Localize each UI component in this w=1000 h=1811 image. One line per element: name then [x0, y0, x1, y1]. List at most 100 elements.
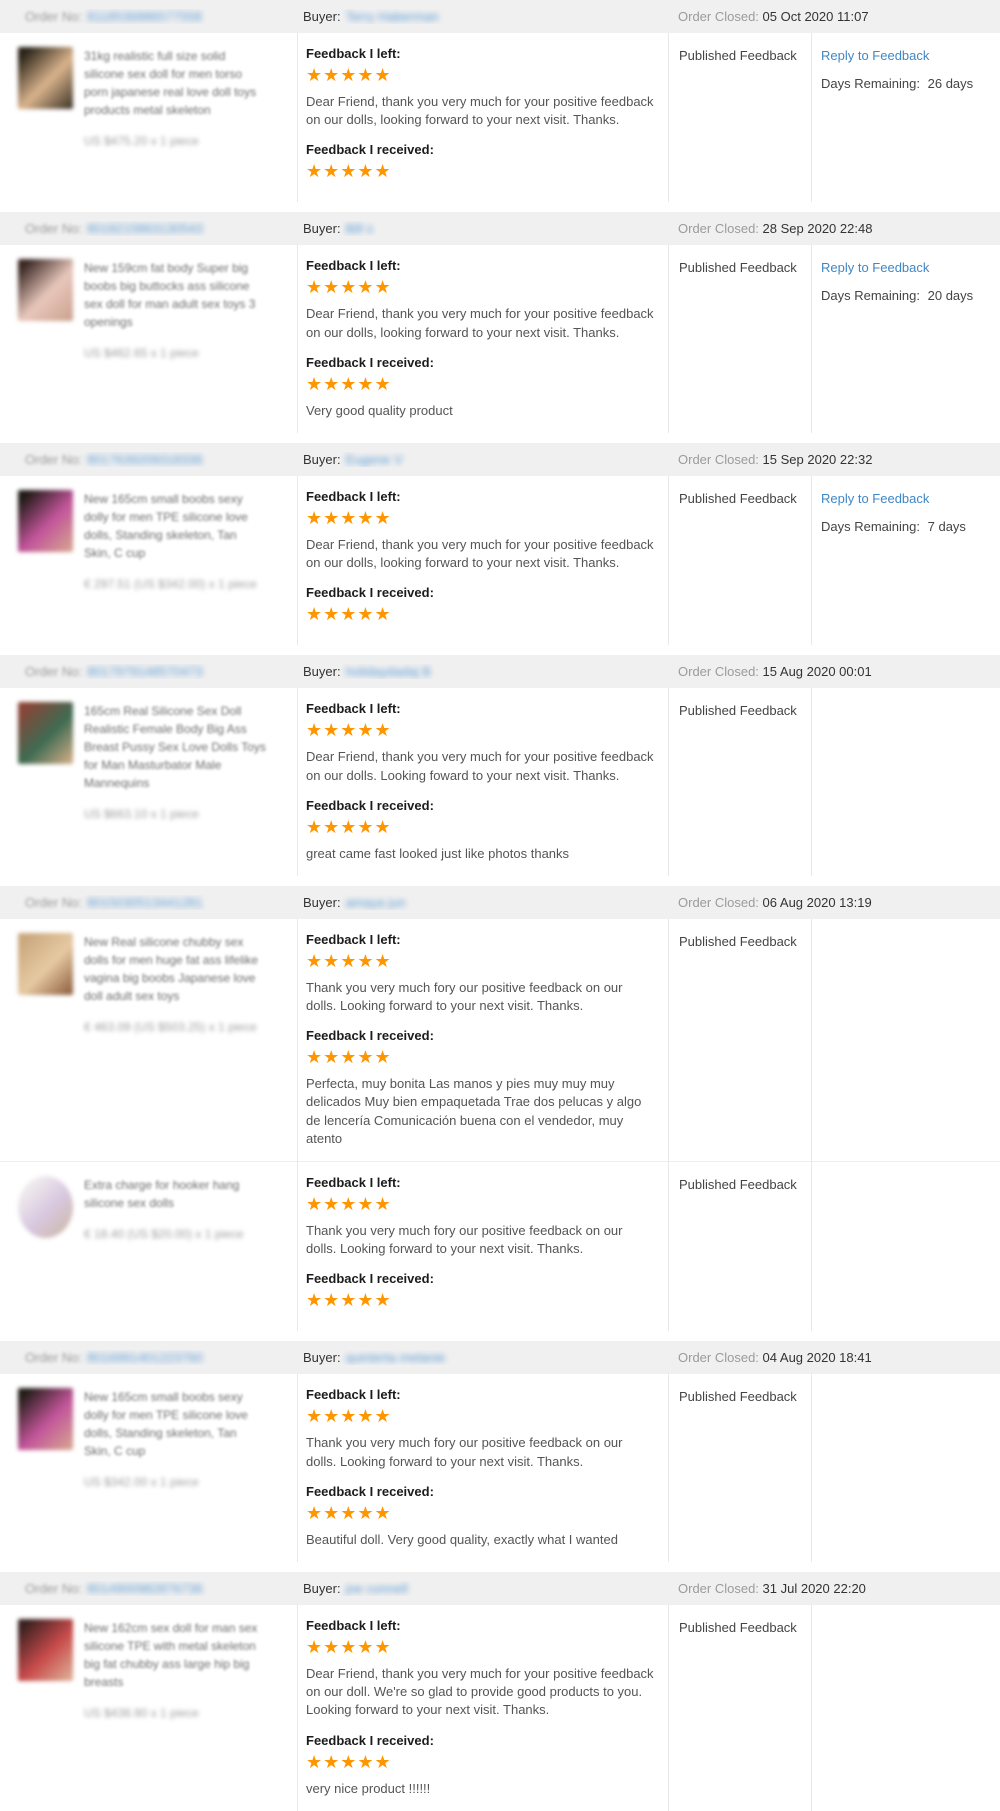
- product-cell: 31kg realistic full size solid silicone …: [0, 33, 297, 202]
- star-rating-left-icon: ★★★★★: [306, 277, 392, 298]
- feedback-received-label: Feedback I received:: [306, 1483, 434, 1499]
- product-title-link[interactable]: 31kg realistic full size solid silicone …: [84, 49, 257, 117]
- feedback-received-text: Perfecta, muy bonita Las manos y pies mu…: [306, 1076, 642, 1146]
- reply-cell: [812, 919, 1000, 1161]
- product-info: 165cm Real Silicone Sex Doll Realistic F…: [84, 702, 266, 862]
- product-image[interactable]: [18, 259, 73, 322]
- order-number-link[interactable]: 8014900982876736: [87, 1580, 203, 1596]
- buyer-label: Buyer:: [303, 664, 341, 680]
- feedback-row: 31kg realistic full size solid silicone …: [0, 33, 1000, 203]
- product-cell: New 159cm fat body Super big boobs big b…: [0, 245, 297, 433]
- product-image[interactable]: [18, 489, 73, 552]
- order-number-link[interactable]: 8016991401223760: [87, 1350, 203, 1366]
- product-title-link[interactable]: 165cm Real Silicone Sex Doll Realistic F…: [84, 704, 266, 791]
- feedback-status: Published Feedback: [679, 933, 797, 949]
- reply-cell: [812, 1374, 1000, 1562]
- product-title-link[interactable]: New 162cm sex doll for man sex silicone …: [84, 1620, 258, 1689]
- product-title-link[interactable]: Extra charge for hooker hang silicone se…: [84, 1178, 240, 1210]
- order-closed-date: 15 Aug 2020 00:01: [762, 664, 872, 680]
- order-no-label: Order No:: [25, 221, 83, 237]
- product-title-link[interactable]: New Real silicone chubby sex dolls for m…: [84, 934, 259, 1003]
- feedback-received-text: very nice product !!!!!!: [306, 1780, 431, 1796]
- feedback-status: Published Feedback: [679, 1619, 797, 1635]
- reply-to-feedback-link[interactable]: Reply to Feedback: [821, 490, 930, 506]
- product-image[interactable]: [18, 1176, 73, 1238]
- product-image[interactable]: [18, 1618, 73, 1681]
- days-remaining-label: Days Remaining:: [821, 518, 920, 534]
- buyer-label: Buyer:: [303, 1580, 341, 1596]
- order-no-label: Order No:: [25, 894, 83, 910]
- days-remaining-label: Days Remaining:: [821, 76, 920, 91]
- buyer-name-link[interactable]: amaya jun: [345, 894, 406, 910]
- order-number-link[interactable]: 8015030513441281: [87, 894, 203, 910]
- status-cell: Published Feedback: [669, 33, 812, 203]
- product-price: € 18.40 (US $20.00) x 1 piece: [84, 1227, 244, 1241]
- buyer-name-link[interactable]: quinterta melanie: [345, 1350, 446, 1366]
- buyer-cell: Buyer: Bill s: [297, 221, 669, 236]
- buyer-cell: Buyer: Terry Haberman: [297, 9, 669, 24]
- reply-to-feedback-link[interactable]: Reply to Feedback: [821, 48, 930, 63]
- product-title-link[interactable]: New 165cm small boobs sexy dolly for men…: [84, 491, 248, 560]
- product-image[interactable]: [18, 1388, 73, 1451]
- feedback-status: Published Feedback: [679, 48, 797, 63]
- feedback-received-text: great came fast looked just like photos …: [306, 845, 570, 861]
- order-group: Order No: 8017639209318336 Buyer: Eugene V…: [0, 442, 1000, 646]
- product-cell: New Real silicone chubby sex dolls for m…: [0, 919, 297, 1161]
- status-cell: Published Feedback: [669, 475, 812, 646]
- feedback-row: New Real silicone chubby sex dolls for m…: [0, 918, 1000, 1161]
- product-title-link[interactable]: New 159cm fat body Super big boobs big b…: [84, 261, 256, 330]
- order-closed-cell: Order Closed: 31 Jul 2020 22:20: [669, 1581, 1000, 1596]
- order-header-band: Order No: 8017639209318336 Buyer: Eugene V…: [0, 442, 1000, 476]
- feedback-cell: Feedback I left: ★★★★★ Dear Friend, than…: [297, 245, 669, 433]
- star-rating-received-icon: ★★★★★: [306, 1047, 392, 1068]
- order-closed-cell: Order Closed: 04 Aug 2020 18:41: [669, 1350, 1000, 1365]
- star-rating-left-icon: ★★★★★: [306, 1636, 392, 1657]
- buyer-label: Buyer:: [303, 894, 341, 910]
- buyer-cell: Buyer: joe connell: [297, 1581, 669, 1596]
- order-number-link[interactable]: 8017979148570473: [87, 664, 203, 680]
- product-image[interactable]: [18, 702, 73, 765]
- status-cell: Published Feedback: [669, 1604, 812, 1811]
- buyer-name-link[interactable]: Eugene V: [345, 451, 403, 467]
- buyer-label: Buyer:: [303, 1350, 341, 1366]
- buyer-label: Buyer:: [303, 451, 341, 467]
- feedback-received-label: Feedback I received:: [306, 1732, 434, 1748]
- feedback-received-label: Feedback I received:: [306, 1028, 434, 1044]
- order-closed-label: Order Closed:: [678, 894, 759, 910]
- product-title-link[interactable]: New 165cm small boobs sexy dolly for men…: [84, 1390, 248, 1459]
- star-rating-left-icon: ★★★★★: [306, 950, 392, 971]
- order-items: 165cm Real Silicone Sex Doll Realistic F…: [0, 688, 1000, 876]
- order-closed-date: 15 Sep 2020 22:32: [762, 451, 873, 467]
- buyer-name-link[interactable]: Bill s: [345, 221, 374, 237]
- order-group: Order No: 8018215863130543 Buyer: Bill s O…: [0, 212, 1000, 433]
- feedback-row: New 159cm fat body Super big boobs big b…: [0, 245, 1000, 433]
- reply-cell: Reply to Feedback Days Remaining: 20 day…: [812, 245, 1000, 433]
- order-closed-date: 28 Sep 2020 22:48: [762, 221, 873, 237]
- buyer-name-link[interactable]: holidaydadaj B: [345, 664, 431, 680]
- feedback-received-text: Beautiful doll. Very good quality, exact…: [306, 1531, 618, 1547]
- product-price: US $663.10 x 1 piece: [84, 807, 199, 822]
- product-cell: Extra charge for hooker hang silicone se…: [0, 1162, 297, 1331]
- order-items: New 165cm small boobs sexy dolly for men…: [0, 1374, 1000, 1562]
- product-image[interactable]: [18, 932, 73, 995]
- product-info: New 165cm small boobs sexy dolly for men…: [84, 1388, 266, 1548]
- star-rating-received-icon: ★★★★★: [306, 1290, 392, 1311]
- order-closed-label: Order Closed:: [678, 1350, 759, 1366]
- reply-to-feedback-link[interactable]: Reply to Feedback: [821, 260, 930, 276]
- order-number-link[interactable]: 8118536886577558: [87, 9, 202, 24]
- feedback-row: New 162cm sex doll for man sex silicone …: [0, 1604, 1000, 1811]
- feedback-row: 165cm Real Silicone Sex Doll Realistic F…: [0, 688, 1000, 876]
- order-number-link[interactable]: 8018215863130543: [87, 221, 203, 237]
- order-closed-label: Order Closed:: [678, 1580, 759, 1596]
- order-number-link[interactable]: 8017639209318336: [87, 451, 203, 467]
- product-image[interactable]: [18, 47, 73, 109]
- product-price: € 297.51 (US $342.00) x 1 piece: [84, 576, 257, 591]
- feedback-left-label: Feedback I left:: [306, 258, 401, 274]
- order-number-cell: Order No: 8017639209318336: [0, 452, 297, 467]
- feedback-left-label: Feedback I left:: [306, 1175, 401, 1190]
- buyer-name-link[interactable]: joe connell: [345, 1580, 408, 1596]
- buyer-name-link[interactable]: Terry Haberman: [345, 9, 439, 24]
- feedback-left-label: Feedback I left:: [306, 1617, 401, 1633]
- order-header-band: Order No: 8014900982876736 Buyer: joe conn…: [0, 1571, 1000, 1605]
